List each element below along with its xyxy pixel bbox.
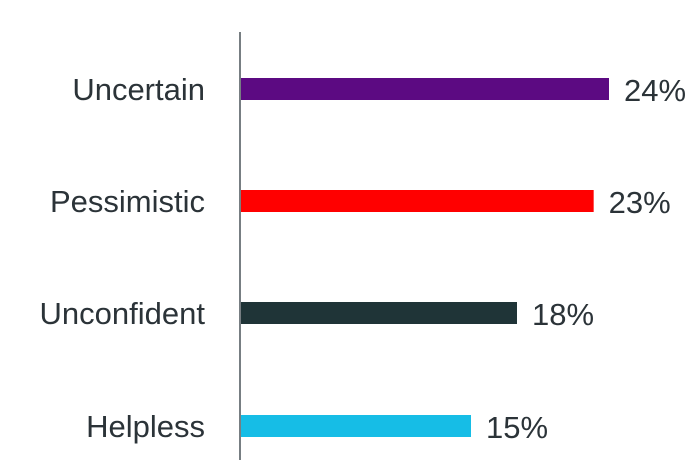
bar-helpless — [241, 415, 471, 437]
value-label: 23% — [609, 185, 671, 220]
category-label: Helpless — [86, 409, 205, 444]
category-label: Pessimistic — [50, 184, 205, 219]
bar-uncertain — [241, 78, 609, 100]
plot-area: Uncertain 24% Pessimistic 23% Unconfident 18%… — [40, 32, 686, 460]
value-label: 18% — [532, 297, 594, 332]
value-label: 24% — [624, 73, 686, 108]
category-label: Uncertain — [72, 72, 205, 107]
bar-pessimistic — [241, 190, 594, 212]
bar-unconfident — [241, 302, 517, 324]
category-label: Unconfident — [40, 296, 206, 331]
value-label: 15% — [486, 410, 548, 445]
